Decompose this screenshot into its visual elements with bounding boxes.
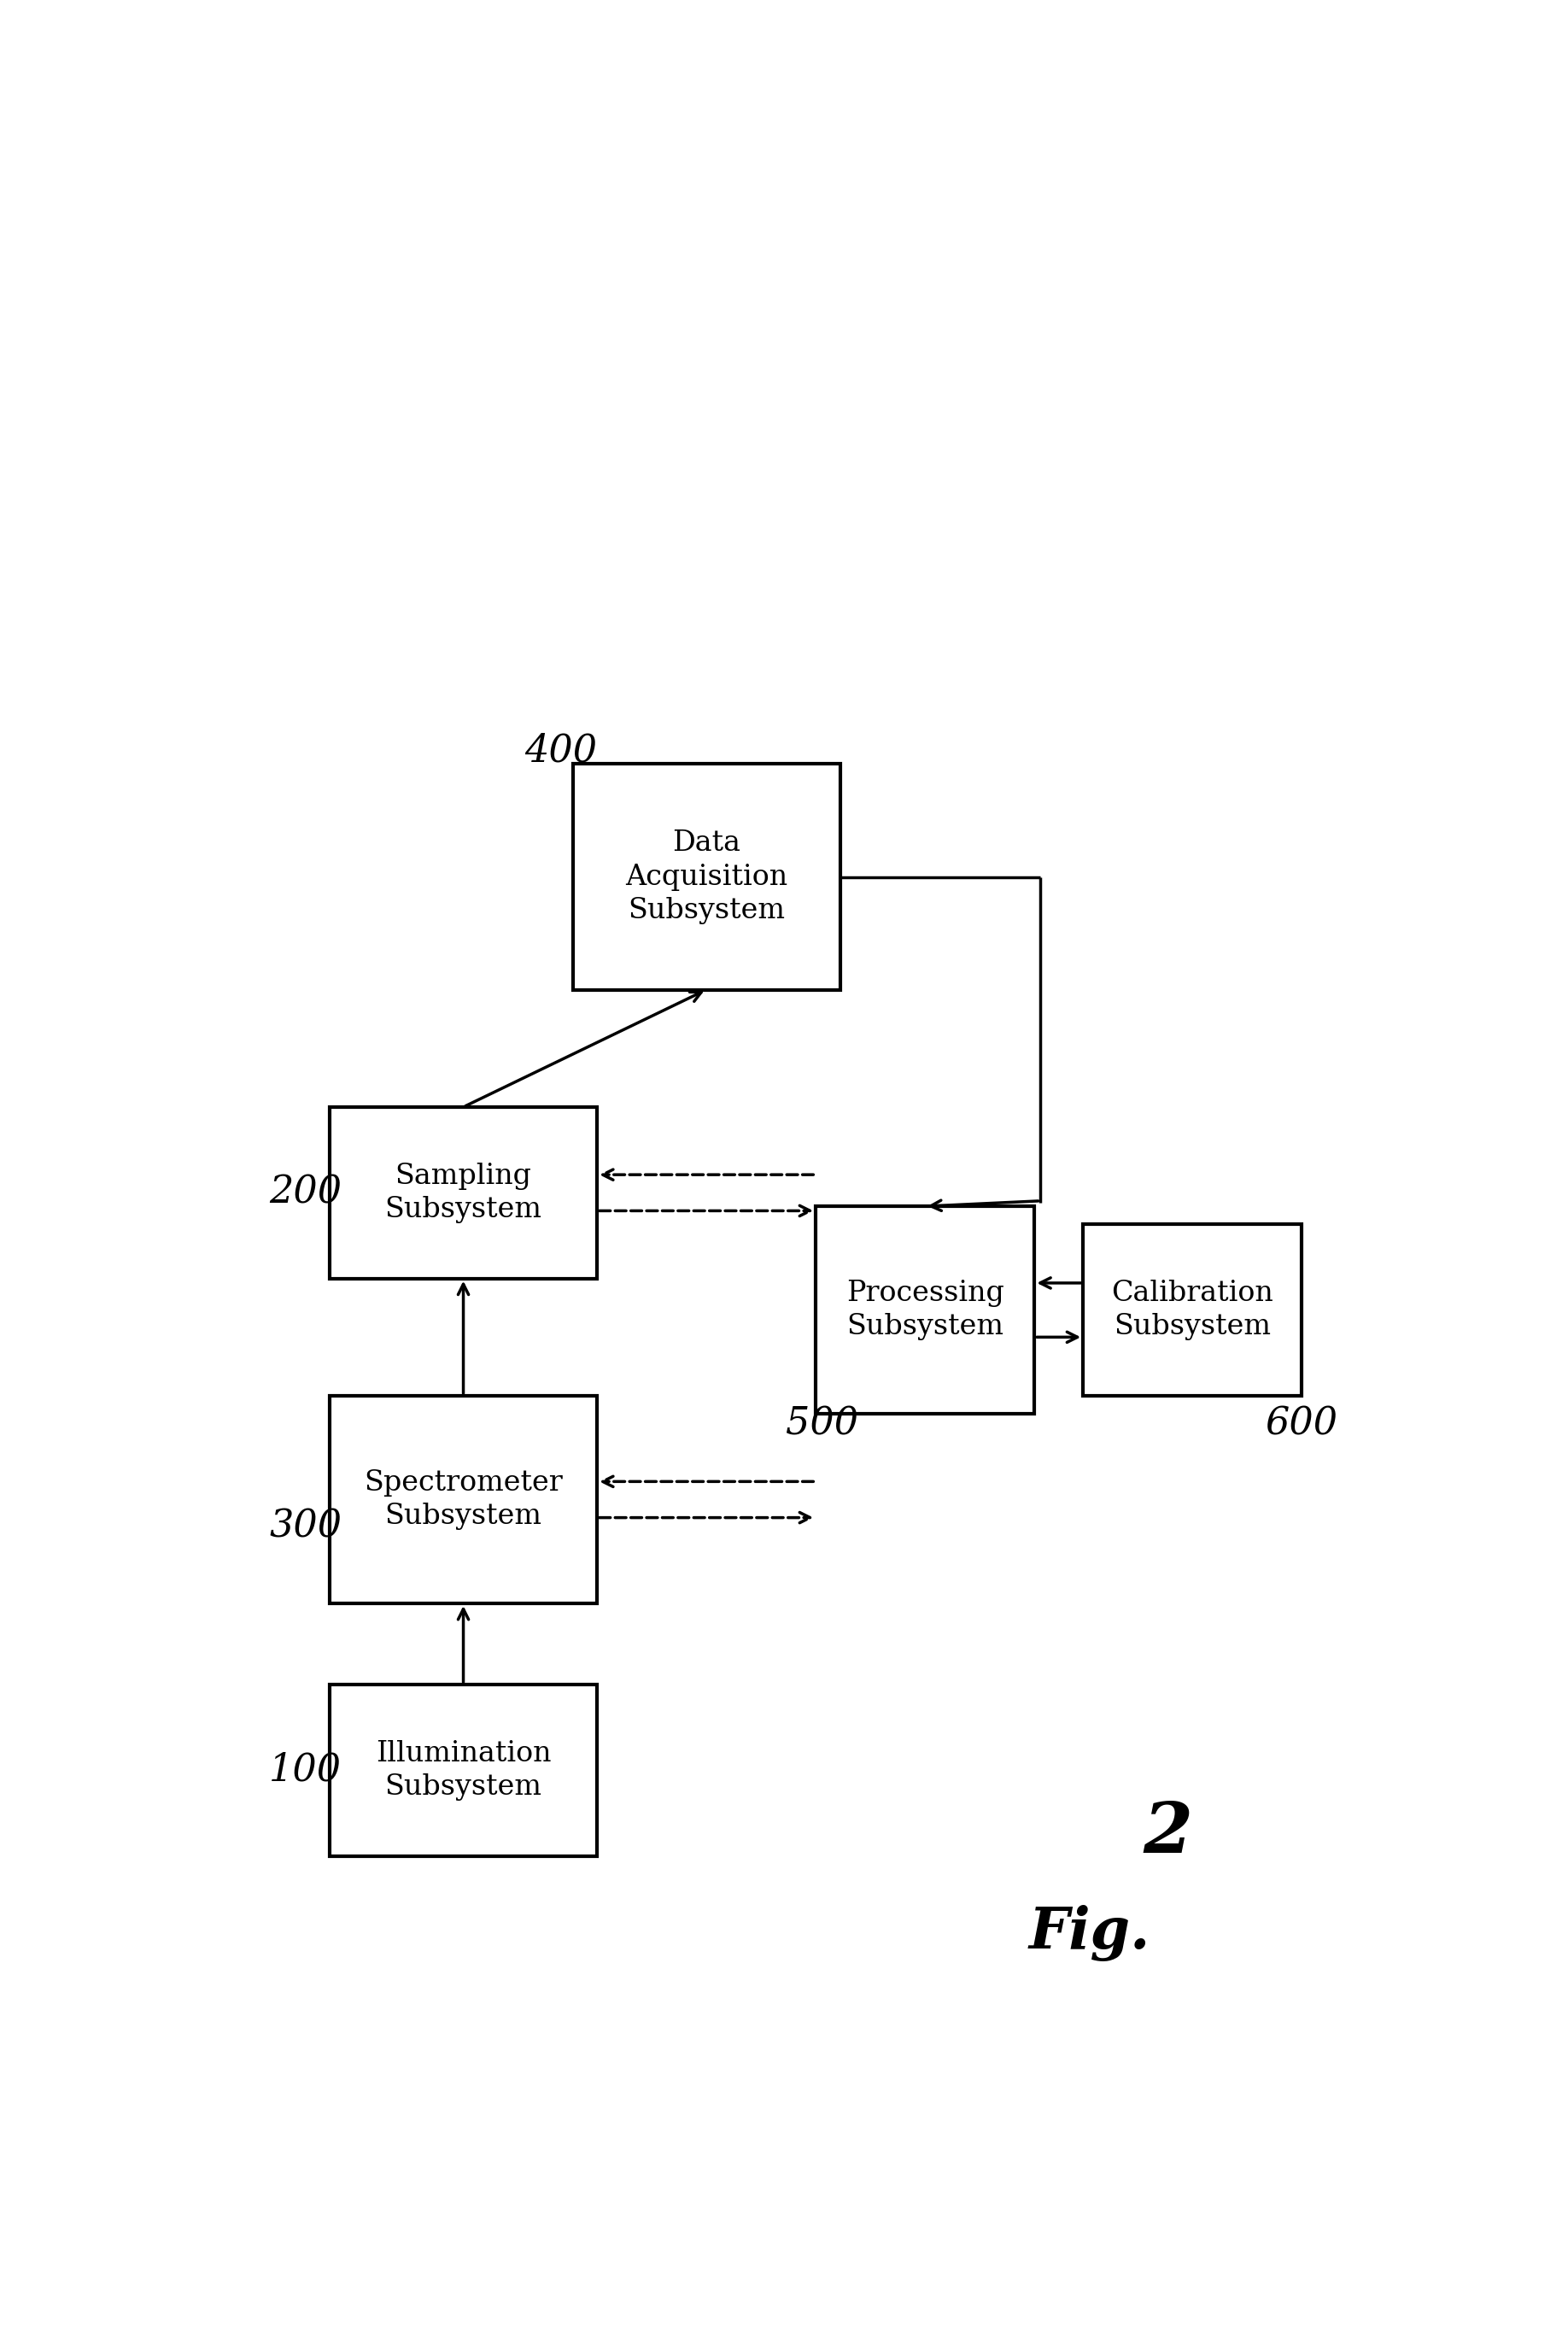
Text: 400: 400 (524, 731, 597, 769)
Text: Processing
Subsystem: Processing Subsystem (847, 1280, 1004, 1341)
Bar (572, 764, 840, 989)
Bar (329, 1395, 597, 1603)
Bar (329, 1685, 597, 1856)
Text: 500: 500 (786, 1406, 858, 1442)
Text: Sampling
Subsystem: Sampling Subsystem (384, 1163, 543, 1224)
Text: Illumination
Subsystem: Illumination Subsystem (376, 1739, 550, 1800)
Text: 300: 300 (270, 1507, 342, 1545)
Text: 2: 2 (1143, 1800, 1193, 1868)
Bar (1083, 1224, 1301, 1395)
Text: 200: 200 (270, 1174, 342, 1212)
Text: Fig.: Fig. (1029, 1906, 1149, 1962)
Text: Spectrometer
Subsystem: Spectrometer Subsystem (364, 1470, 563, 1531)
Bar (329, 1106, 597, 1277)
Text: Data
Acquisition
Subsystem: Data Acquisition Subsystem (626, 830, 787, 924)
Text: Calibration
Subsystem: Calibration Subsystem (1112, 1280, 1273, 1341)
Text: 600: 600 (1265, 1406, 1338, 1442)
Text: 100: 100 (270, 1751, 342, 1788)
Bar (815, 1207, 1035, 1413)
